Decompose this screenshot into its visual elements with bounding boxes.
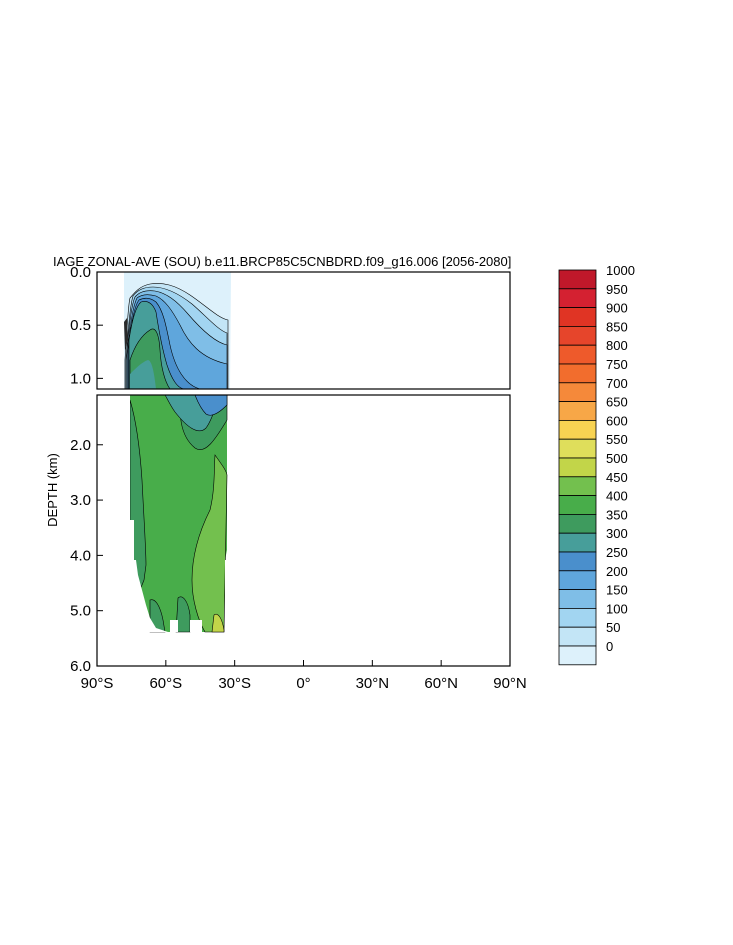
colorbar-label: 100 [606,601,628,616]
colorbar-swatch [558,608,597,628]
y-tick-label: 1.0 [70,370,91,387]
y-tick-label: 2.0 [70,437,91,454]
colorbar-label: 800 [606,338,628,353]
colorbar-label: 750 [606,357,628,372]
x-tick-label: 30°S [218,675,251,692]
colorbar-swatch [558,269,597,290]
upper-y-axis: 0.0 0.5 1.0 [70,264,103,387]
colorbar-label: 1000 [606,263,635,278]
colorbar-label: 600 [606,413,628,428]
colorbar-swatch [558,476,597,496]
colorbar-swatch [558,457,597,478]
colorbar-swatch [558,626,597,647]
colorbar-label: 500 [606,451,628,466]
colorbar-label: 0 [606,639,613,654]
x-tick-label: 60°S [149,675,182,692]
y-axis-label: DEPTH (km) [45,453,60,527]
y-tick-label: 3.0 [70,492,91,509]
y-tick-label: 0.5 [70,317,91,334]
x-axis: 90°S 60°S 30°S 0° 30°N 60°N 90°N [81,660,527,692]
colorbar-swatch [558,325,597,346]
colorbar-label: 850 [606,319,628,334]
colorbar-swatch [558,551,597,572]
y-tick-label: 6.0 [70,658,91,675]
chart-title: IAGE ZONAL-AVE (SOU) b.e11.BRCP85C5CNBDR… [53,254,511,269]
colorbar-swatch [558,382,597,402]
colorbar-label: 300 [606,526,628,541]
colorbar-label: 450 [606,470,628,485]
x-tick-label: 60°N [424,675,458,692]
lower-panel-field [126,395,228,633]
colorbar-label: 700 [606,376,628,391]
colorbar-swatch [558,514,597,534]
upper-panel-frame [96,271,511,390]
x-tick-label: 90°S [81,675,114,692]
y-tick-label: 5.0 [70,603,91,620]
colorbar-label: 150 [606,583,628,598]
colorbar-swatch [558,570,597,590]
colorbar-swatch [558,344,597,365]
colorbar: 1000950900850800750700650600550500450400… [558,263,635,666]
colorbar-swatch [558,288,597,308]
x-tick-label: 0° [296,675,310,692]
colorbar-label: 200 [606,564,628,579]
colorbar-swatch [558,438,597,459]
colorbar-label: 50 [606,620,620,635]
colorbar-swatch [558,589,597,609]
colorbar-label: 550 [606,432,628,447]
colorbar-swatch [558,645,597,666]
colorbar-swatch [558,532,597,553]
colorbar-label: 350 [606,507,628,522]
colorbar-swatch [558,419,597,440]
lower-y-axis: 2.0 3.0 4.0 5.0 6.0 [70,437,103,675]
x-tick-label: 30°N [356,675,390,692]
colorbar-swatch [558,307,597,327]
x-tick-label: 90°N [493,675,527,692]
y-tick-label: 4.0 [70,547,91,564]
colorbar-label: 250 [606,545,628,560]
colorbar-label: 650 [606,395,628,410]
colorbar-label: 900 [606,301,628,316]
colorbar-swatch [558,363,597,384]
colorbar-swatch [558,401,597,421]
colorbar-label: 950 [606,282,628,297]
colorbar-label: 400 [606,489,628,504]
upper-panel-field [124,272,231,389]
y-tick-label: 0.0 [70,264,91,281]
colorbar-swatch [558,495,597,515]
